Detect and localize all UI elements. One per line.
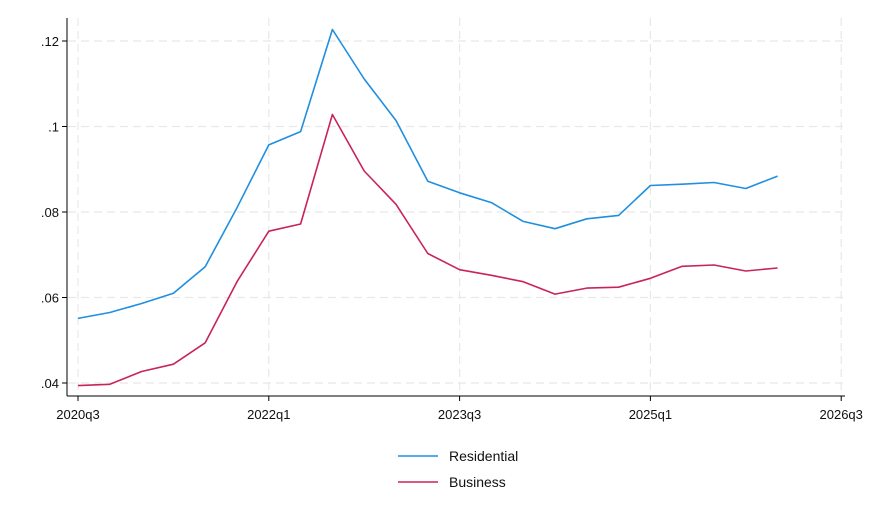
x-tick-label: 2023q3 bbox=[438, 407, 481, 422]
x-tick-label: 2026q3 bbox=[820, 407, 863, 422]
gridlines bbox=[68, 18, 845, 395]
legend-label-business: Business bbox=[449, 474, 506, 490]
axes bbox=[66, 18, 845, 397]
series-line-business bbox=[77, 113, 778, 387]
x-tick-label: 2022q1 bbox=[247, 407, 290, 422]
legend: Residential Business bbox=[398, 448, 518, 490]
x-tick-label: 2020q3 bbox=[56, 407, 99, 422]
y-tick-label: .08 bbox=[41, 205, 59, 220]
legend-label-residential: Residential bbox=[449, 448, 518, 464]
y-ticks: .04 .06 .08 .1 .12 bbox=[41, 34, 67, 391]
y-tick-label: .12 bbox=[41, 34, 59, 49]
y-tick-label: .04 bbox=[41, 376, 59, 391]
x-ticks: 2020q3 2022q1 2023q3 2025q1 2026q3 bbox=[56, 396, 863, 422]
series-lines bbox=[77, 28, 778, 387]
y-tick-label: .06 bbox=[41, 291, 59, 306]
x-tick-label: 2025q1 bbox=[629, 407, 672, 422]
series-line-residential bbox=[77, 28, 778, 320]
y-tick-label: .1 bbox=[48, 120, 59, 135]
